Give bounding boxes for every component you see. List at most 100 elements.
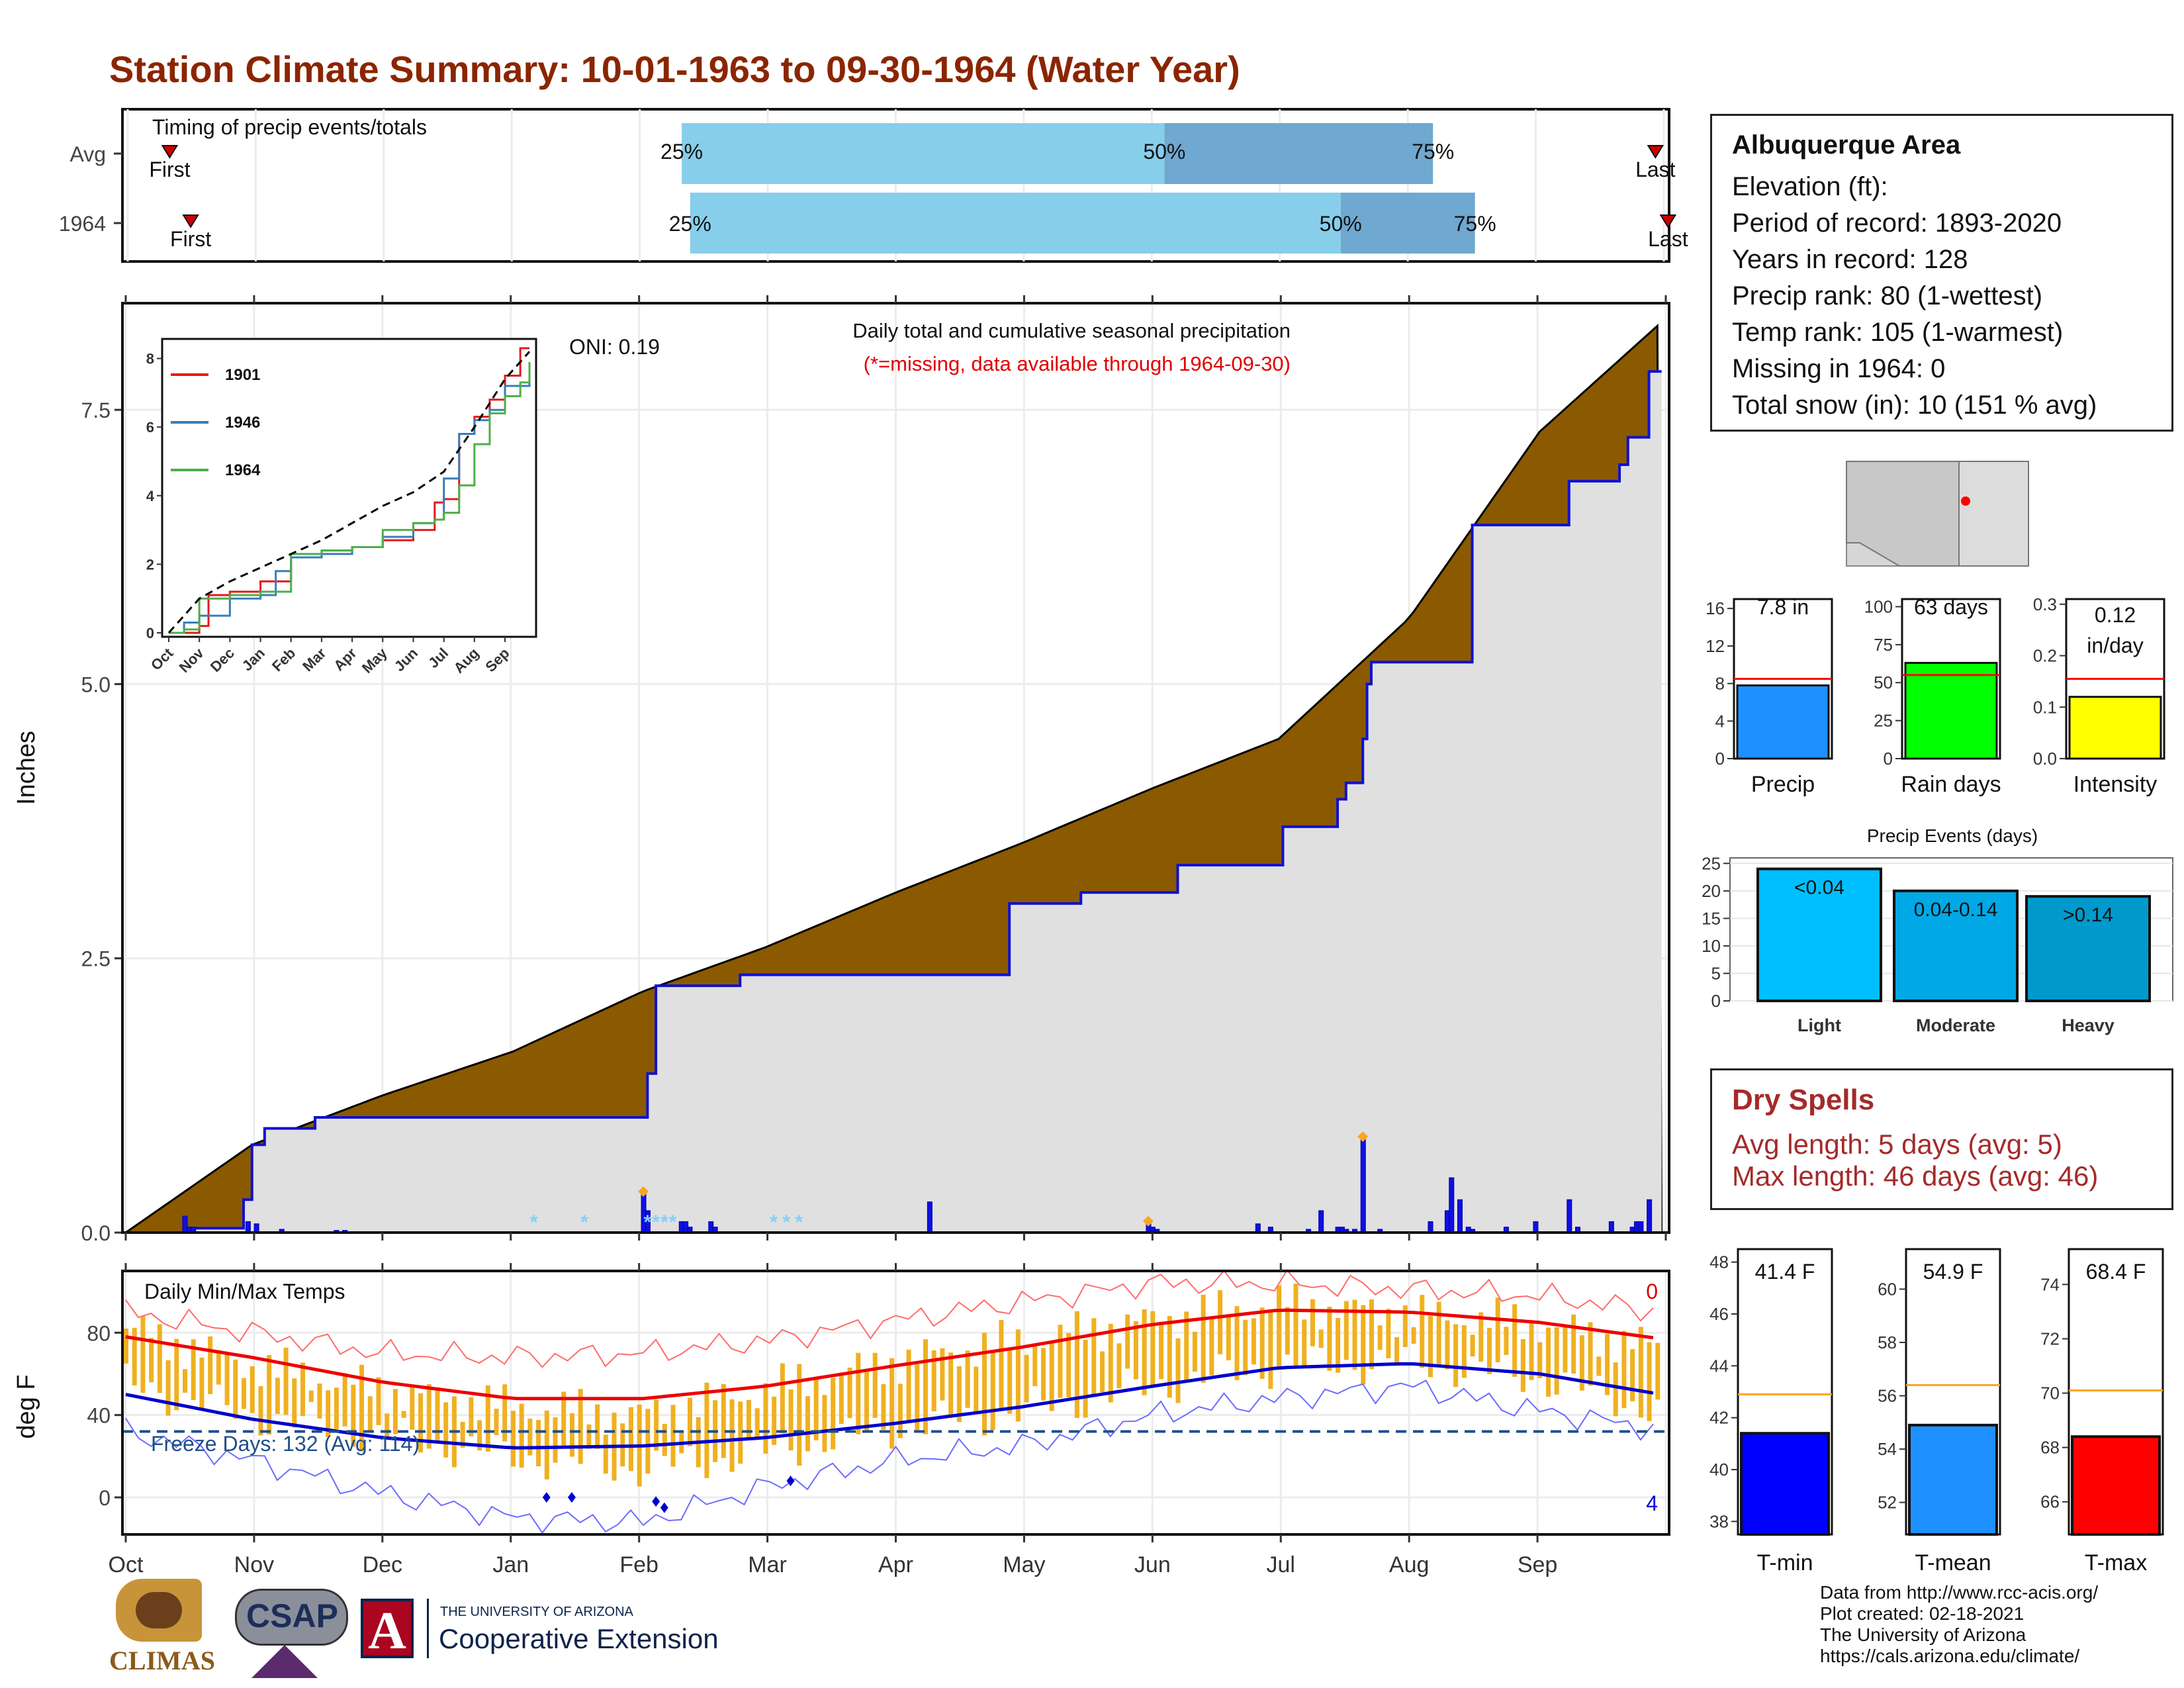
daily-temp-range-bar [208, 1336, 213, 1395]
credit-university: The University of Arizona [1820, 1624, 2026, 1645]
precip-event-bar-label: 0.04-0.14 [1914, 899, 1998, 921]
daily-temp-range-bar [1226, 1315, 1231, 1360]
daily-precip-bar [1647, 1199, 1653, 1233]
stat-y-tick-label: 16 [1706, 598, 1725, 618]
last-event-marker-icon [1659, 214, 1677, 228]
daily-temp-range-bar [1529, 1322, 1534, 1380]
daily-temp-range-bar [1453, 1324, 1459, 1387]
daily-temp-range-bar [1293, 1284, 1298, 1366]
precip-missing-note: (*=missing, data available through 1964-… [864, 352, 1291, 375]
snow-marker-icon: * [770, 1211, 778, 1233]
record-low-count: 4 [1646, 1491, 1658, 1515]
ua-university-text: THE UNIVERSITY OF ARIZONA [440, 1605, 633, 1619]
normal-min-line [125, 1362, 1654, 1450]
daily-temp-range-bar [1209, 1316, 1214, 1376]
precip-event-bar [1756, 867, 1882, 1002]
daily-temp-range-bar [1520, 1338, 1525, 1392]
inset-series-1964-line [169, 361, 531, 634]
stat-value-label: 0.12 [2095, 603, 2136, 627]
daily-temp-range-bar [1563, 1325, 1568, 1373]
temp-stat-y-tick-label: 74 [2040, 1274, 2060, 1294]
daily-temp-range-bar [275, 1378, 280, 1414]
timing-75pct-label: 75% [1412, 140, 1454, 164]
credits-block: Data from http://www.rcc-acis.org/ Plot … [1820, 1582, 2098, 1667]
daily-temp-range-bar [1537, 1342, 1543, 1378]
daily-temp-range-bar [1588, 1322, 1593, 1386]
last-event-marker-icon [1647, 145, 1664, 159]
stat-y-tick-label: 75 [1874, 635, 1893, 655]
daily-temp-range-bar [1243, 1319, 1248, 1376]
daily-temp-range-bar [1386, 1309, 1391, 1358]
daily-temp-range-bar [477, 1420, 482, 1450]
daily-temp-range-bar [578, 1389, 583, 1464]
daily-precip-bar [1457, 1199, 1463, 1233]
daily-temp-range-bar [1142, 1309, 1147, 1395]
daily-temp-range-bar [754, 1408, 760, 1439]
daily-temp-range-bar [915, 1364, 920, 1431]
daily-temp-range-bar [1479, 1312, 1484, 1362]
stat-y-tick-label: 0.2 [2033, 646, 2057, 666]
daily-temp-range-bar [670, 1405, 676, 1467]
daily-temp-range-bar [662, 1423, 667, 1456]
daily-temp-range-bar [1604, 1334, 1610, 1395]
events-y-tick-label: 0 [1711, 991, 1721, 1011]
daily-temp-range-bar [1083, 1339, 1088, 1418]
dry-spells-box: Dry Spells Avg length: 5 days (avg: 5) M… [1710, 1068, 2173, 1210]
events-y-tick-label: 25 [1702, 853, 1721, 873]
temp-stat-value-bar [1908, 1423, 1998, 1536]
daily-temp-range-bar [1100, 1351, 1105, 1393]
timing-50pct-label: 50% [1320, 212, 1362, 236]
record-high-count: 0 [1646, 1280, 1658, 1303]
daily-temp-range-bar [1302, 1319, 1307, 1366]
daily-temp-range-bar [1024, 1354, 1029, 1403]
record-min-line [125, 1380, 1654, 1534]
daily-temp-range-bar [772, 1396, 777, 1445]
daily-temp-range-bar [1352, 1299, 1357, 1370]
daily-temp-range-bar [1167, 1316, 1172, 1398]
daily-precip-bar [1533, 1221, 1539, 1233]
climas-logo-inner [136, 1592, 182, 1628]
daily-temp-range-bar [132, 1327, 137, 1385]
dry-max-length: Max length: 46 days (avg: 46) [1732, 1160, 2099, 1192]
ua-logo: A THE UNIVERSITY OF ARIZONA Cooperative … [361, 1595, 758, 1668]
dry-spells-title: Dry Spells [1732, 1084, 1875, 1116]
daily-temp-range-bar [191, 1339, 196, 1401]
timing-bar-q1-q2 [682, 123, 1165, 184]
month-axis-label: Aug [1389, 1552, 1430, 1577]
daily-temp-range-bar [224, 1352, 230, 1405]
stat-name-label: Rain days [1901, 772, 2001, 797]
daily-temp-range-bar [1638, 1327, 1643, 1418]
daily-temp-range-bar [1318, 1329, 1324, 1348]
temp-stat-y-tick-label: 38 [1709, 1511, 1729, 1531]
daily-temp-range-bar [1125, 1314, 1130, 1369]
cumulative-1964-line [126, 370, 1662, 1234]
climas-logo: CLIMAS [109, 1579, 215, 1678]
daily-temp-range-bar [813, 1377, 819, 1440]
daily-temp-range-bar [1285, 1307, 1290, 1355]
record-low-marker-icon [660, 1502, 668, 1513]
snow-marker-icon: * [660, 1211, 668, 1233]
daily-temp-range-bar [426, 1384, 432, 1449]
temp-rank-text: Temp rank: 105 (1-warmest) [1732, 318, 2064, 347]
daily-temp-range-bar [982, 1333, 987, 1436]
daily-temp-range-bar [157, 1324, 162, 1393]
daily-temp-range-bar [906, 1349, 911, 1423]
daily-temp-range-bar [856, 1352, 861, 1434]
temp-stat-y-tick-label: 60 [1878, 1279, 1897, 1299]
temp-stat-value-bar [2071, 1435, 2161, 1536]
timing-50pct-label: 50% [1143, 140, 1185, 164]
month-axis-label: Jun [1134, 1552, 1171, 1577]
daily-temp-range-bar [1234, 1306, 1240, 1381]
daily-temp-range-bar [956, 1366, 962, 1423]
daily-temp-range-bar [494, 1409, 499, 1436]
daily-temp-range-bar [1007, 1348, 1013, 1414]
temp-stat-y-tick-label: 68 [2040, 1438, 2060, 1458]
snow-marker-icon: * [669, 1211, 677, 1233]
credit-url: https://cals.arizona.edu/climate/ [1820, 1646, 2080, 1666]
daily-temp-range-bar [1343, 1301, 1349, 1360]
station-location-marker-icon [1961, 496, 1970, 506]
daily-temp-range-bar [165, 1360, 171, 1416]
oni-label: ONI: 0.19 [569, 335, 660, 359]
daily-temp-range-bar [797, 1364, 802, 1466]
